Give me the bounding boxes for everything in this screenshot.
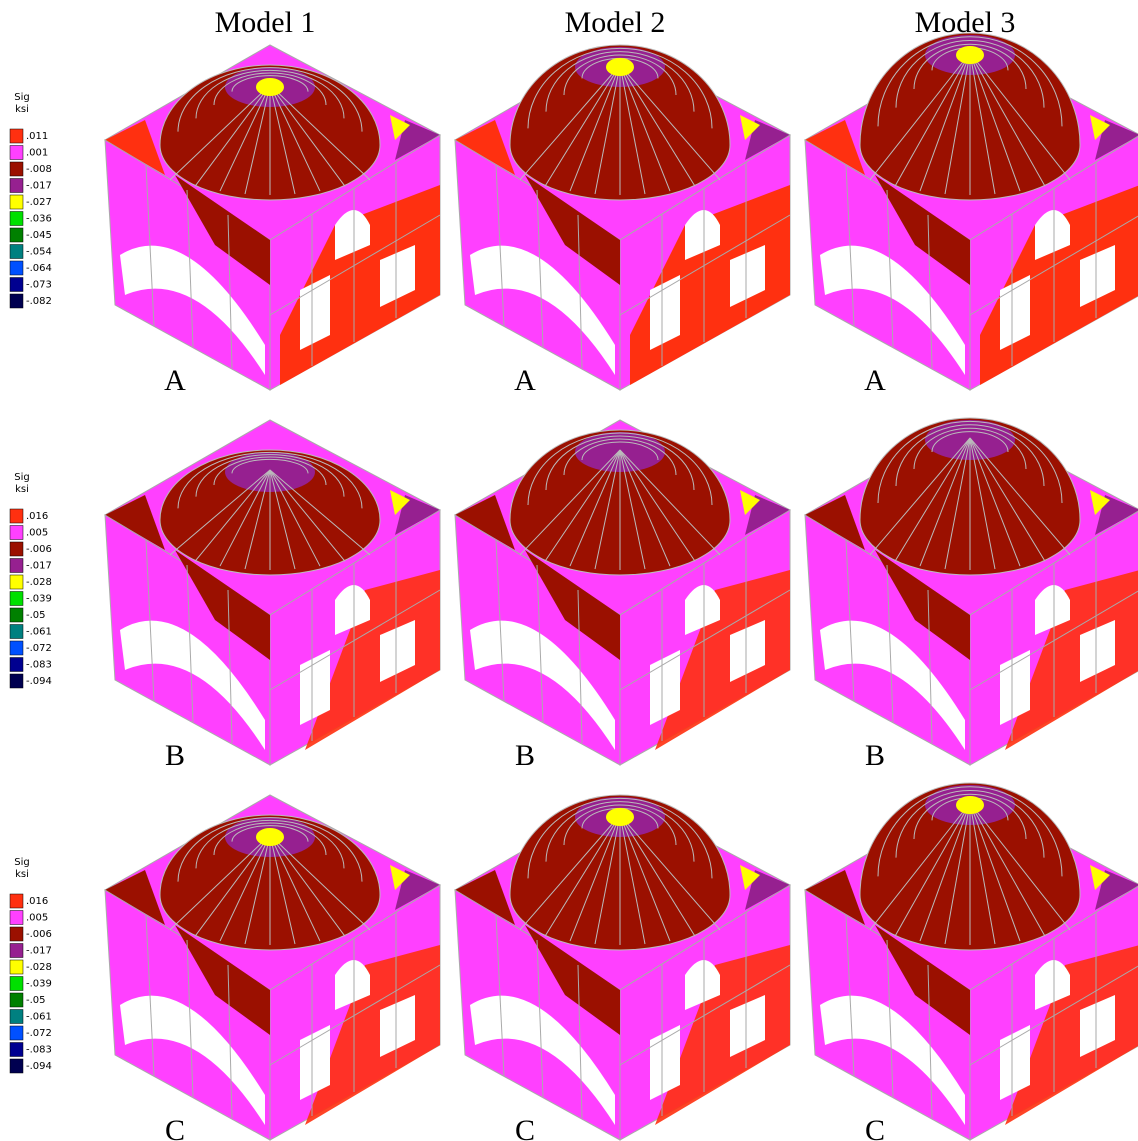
legend-value: -.061 <box>26 627 52 638</box>
legend-value: -.039 <box>26 979 52 990</box>
dome-spot <box>956 796 984 814</box>
legend-swatch <box>10 993 23 1007</box>
legend-swatch <box>10 509 23 523</box>
legend-value: -.072 <box>26 643 52 654</box>
legend-title: Sig <box>14 857 29 868</box>
model-render: A <box>805 33 1138 397</box>
legend-swatch <box>10 212 23 226</box>
row-label: A <box>864 364 886 397</box>
legend-value: -.083 <box>26 1045 52 1056</box>
model-render: C <box>805 783 1138 1141</box>
row-label: B <box>515 739 535 772</box>
row-label: C <box>515 1114 535 1141</box>
model-render: B <box>105 420 440 772</box>
legend-swatch <box>10 129 23 143</box>
legend-swatch <box>10 162 23 176</box>
figure: Model 1Model 2Model 3AAABBBCCCSigksi.011… <box>0 0 1138 1141</box>
row-label: C <box>865 1114 885 1141</box>
legend-value: -.028 <box>26 577 52 588</box>
legend-swatch <box>10 641 23 655</box>
dome-spot <box>606 808 634 826</box>
row-label: C <box>165 1114 185 1141</box>
legend-value: -.006 <box>26 929 52 940</box>
model-render: A <box>455 45 790 397</box>
legend-swatch <box>10 146 23 160</box>
legend-swatch <box>10 927 23 941</box>
row-label: B <box>865 739 885 772</box>
legend-value: -.094 <box>26 1061 52 1072</box>
legend-swatch <box>10 894 23 908</box>
legend-swatch <box>10 608 23 622</box>
legend-value: -.064 <box>26 263 52 274</box>
legend-unit: ksi <box>15 869 29 880</box>
legend-value: -.061 <box>26 1012 52 1023</box>
legend-value: -.017 <box>26 946 52 957</box>
legend-swatch <box>10 658 23 672</box>
legend-swatch <box>10 1059 23 1073</box>
legend-swatch <box>10 228 23 242</box>
legend-swatch <box>10 674 23 688</box>
legend-swatch <box>10 542 23 556</box>
row-label: B <box>165 739 185 772</box>
legend-title: Sig <box>14 92 29 103</box>
legend-value: -.083 <box>26 660 52 671</box>
model-render: C <box>105 795 440 1141</box>
legend-swatch <box>10 195 23 209</box>
column-header: Model 1 <box>215 6 316 39</box>
legend-value: .005 <box>26 913 48 924</box>
legend-value: -.094 <box>26 676 52 687</box>
legend-value: -.045 <box>26 230 52 241</box>
model-render: B <box>805 418 1138 772</box>
legend-swatch <box>10 559 23 573</box>
row-label: A <box>514 364 536 397</box>
legend-value: -.054 <box>26 247 52 258</box>
legend-swatch <box>10 278 23 292</box>
legend-value: -.036 <box>26 214 52 225</box>
legend-swatch <box>10 575 23 589</box>
legend-value: -.05 <box>26 995 46 1006</box>
dome-spot <box>256 78 284 96</box>
legend-title: Sig <box>14 472 29 483</box>
legend-swatch <box>10 960 23 974</box>
legend-swatch <box>10 261 23 275</box>
legend-swatch <box>10 1043 23 1057</box>
row-label: A <box>164 364 186 397</box>
legend-value: .016 <box>26 511 48 522</box>
legend-value: .011 <box>26 131 48 142</box>
model-render: A <box>105 45 440 397</box>
legend-swatch <box>10 526 23 540</box>
legend-value: -.028 <box>26 962 52 973</box>
legend-value: -.006 <box>26 544 52 555</box>
legend-swatch <box>10 1010 23 1024</box>
legend-value: -.027 <box>26 197 52 208</box>
legend-value: -.073 <box>26 280 52 291</box>
legend-value: -.008 <box>26 164 52 175</box>
legend-value: -.017 <box>26 181 52 192</box>
legend-swatch <box>10 592 23 606</box>
legend-swatch <box>10 625 23 639</box>
dome-spot <box>956 46 984 64</box>
legend-swatch <box>10 1026 23 1040</box>
legend-value: -.072 <box>26 1028 52 1039</box>
legend-unit: ksi <box>15 104 29 115</box>
legend-swatch <box>10 911 23 925</box>
dome-spot <box>256 828 284 846</box>
legend-swatch <box>10 944 23 958</box>
column-header: Model 2 <box>565 6 666 39</box>
model-render: B <box>455 420 790 772</box>
dome-spot <box>606 58 634 76</box>
legend-value: -.017 <box>26 561 52 572</box>
legend-value: -.082 <box>26 296 52 307</box>
legend-swatch <box>10 294 23 308</box>
legend-value: .001 <box>26 148 48 159</box>
legend-swatch <box>10 179 23 193</box>
legend-value: -.039 <box>26 594 52 605</box>
model-render: C <box>455 795 790 1141</box>
legend-value: -.05 <box>26 610 46 621</box>
legend-value: .016 <box>26 896 48 907</box>
legend-swatch <box>10 977 23 991</box>
legend-swatch <box>10 245 23 259</box>
legend-value: .005 <box>26 528 48 539</box>
legend-unit: ksi <box>15 484 29 495</box>
